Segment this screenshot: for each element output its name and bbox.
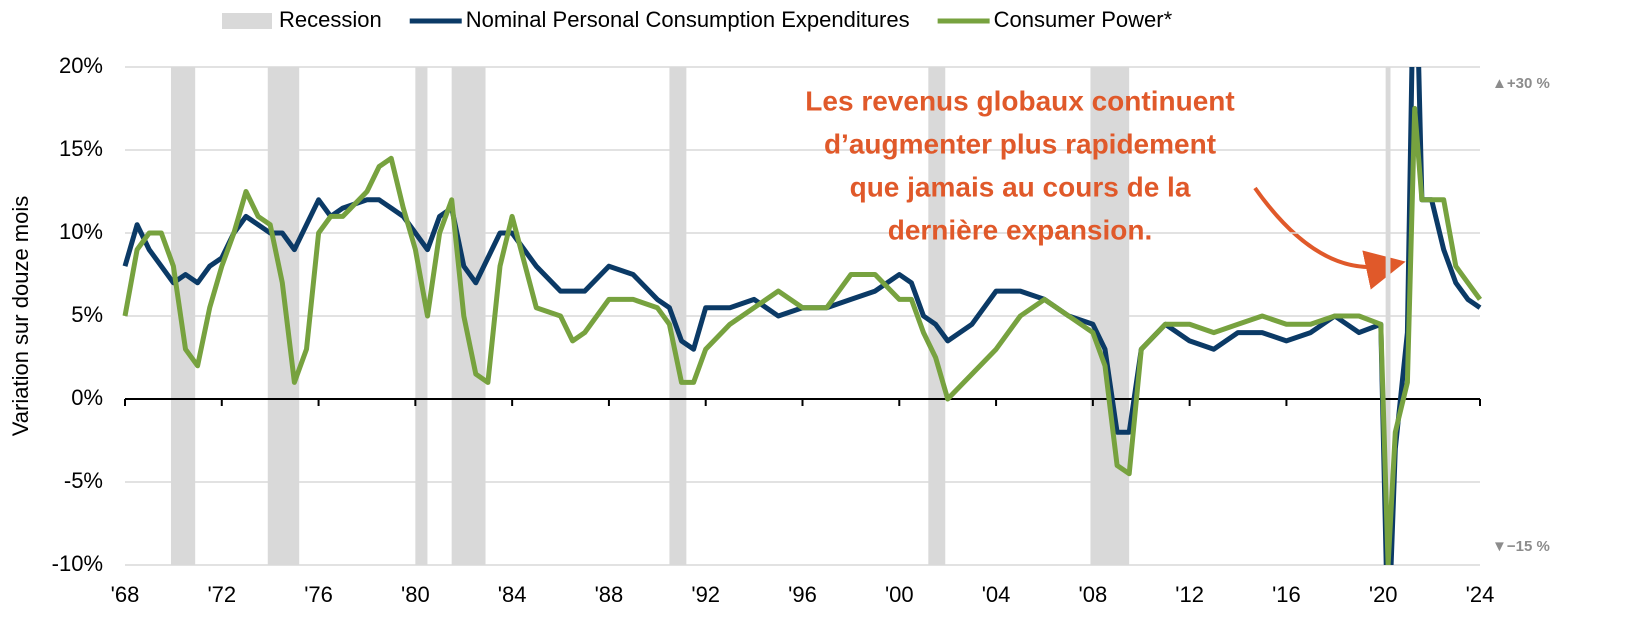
y-axis-label: Variation sur douze mois bbox=[8, 196, 33, 437]
x-tick-label: '20 bbox=[1369, 582, 1398, 607]
legend-label: Consumer Power* bbox=[994, 7, 1173, 32]
y-tick-label: 20% bbox=[59, 53, 103, 78]
clip-label: ▼−15 % bbox=[1492, 538, 1550, 555]
x-tick-label: '12 bbox=[1175, 582, 1204, 607]
x-tick-label: '88 bbox=[595, 582, 624, 607]
y-tick-label: -10% bbox=[52, 551, 103, 576]
annotation: dernière expansion. bbox=[888, 214, 1153, 245]
x-tick-label: '76 bbox=[304, 582, 333, 607]
series-line bbox=[122, 106, 1483, 565]
x-tick-label: '72 bbox=[207, 582, 236, 607]
y-tick-label: 5% bbox=[71, 302, 103, 327]
annotation: d’augmenter plus rapidement bbox=[824, 128, 1216, 159]
x-tick-label: '96 bbox=[788, 582, 817, 607]
annotation: Les revenus globaux continuent bbox=[805, 85, 1234, 116]
x-tick-label: '24 bbox=[1466, 582, 1495, 607]
y-tick-label: -5% bbox=[64, 468, 103, 493]
x-tick-label: '92 bbox=[691, 582, 720, 607]
y-tick-label: 0% bbox=[71, 385, 103, 410]
annotation-arrow bbox=[1253, 186, 1406, 290]
series-line bbox=[122, 67, 1482, 565]
x-tick-label: '84 bbox=[498, 582, 527, 607]
x-tick-label: '80 bbox=[401, 582, 430, 607]
x-tick-label: '04 bbox=[982, 582, 1011, 607]
y-tick-label: 10% bbox=[59, 219, 103, 244]
x-tick-label: '68 bbox=[111, 582, 140, 607]
annotation: que jamais au cours de la bbox=[850, 171, 1191, 202]
y-tick-label: 15% bbox=[59, 136, 103, 161]
clip-label: ▲+30 % bbox=[1492, 75, 1550, 92]
legend-label: Recession bbox=[279, 7, 382, 32]
legend-label: Nominal Personal Consumption Expenditure… bbox=[466, 7, 910, 32]
x-tick-label: '08 bbox=[1079, 582, 1108, 607]
legend-swatch bbox=[222, 13, 272, 29]
x-tick-label: '16 bbox=[1272, 582, 1301, 607]
plot-area bbox=[122, 67, 1483, 565]
x-tick-label: '00 bbox=[885, 582, 914, 607]
